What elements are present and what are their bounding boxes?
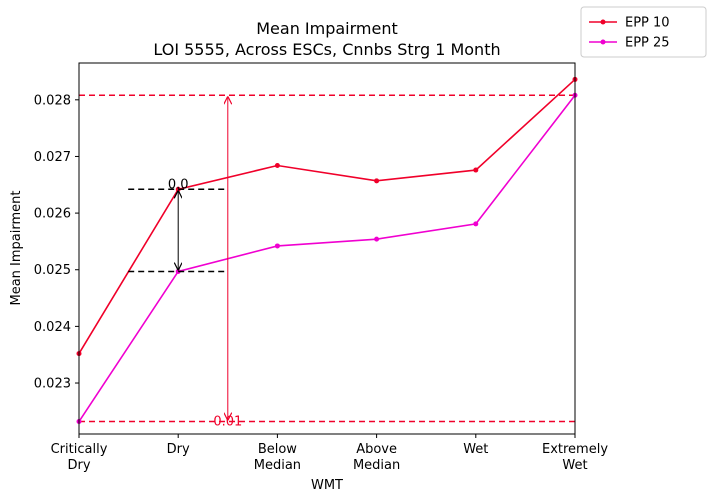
x-tick-label-line: Median [353, 458, 400, 473]
y-axis-ticks: 0.023 0.024 0.025 0.026 0.027 0.028 [34, 93, 79, 392]
x-tick-label-line: Dry [167, 442, 190, 457]
series-line [78, 78, 576, 354]
x-tick-label-line: Dry [67, 458, 90, 473]
plot-frame [78, 62, 576, 435]
x-tick-label: Above Median [353, 442, 400, 473]
x-tick-label-line: Critically [51, 442, 108, 457]
x-axis-label: WMT [311, 478, 343, 493]
series-line [78, 94, 576, 422]
x-tick-label: Below Median [254, 442, 301, 473]
data-point [473, 167, 479, 173]
annotation-layer: 0.0 0.01 [128, 96, 242, 430]
legend-marker [600, 39, 606, 45]
y-tick-label: 0.023 [34, 377, 71, 392]
y-tick-label: 0.027 [34, 150, 71, 165]
data-point [274, 243, 280, 249]
x-tick-label-line: Above [356, 442, 397, 457]
legend-label: EPP 25 [625, 36, 670, 51]
data-point [473, 221, 479, 227]
x-tick-label: Critically Dry [51, 442, 108, 473]
legend-marker [600, 19, 606, 25]
x-tick-label-line: Wet [463, 442, 488, 457]
legend-box [580, 6, 707, 58]
y-tick-label: 0.026 [34, 207, 71, 222]
y-tick-label: 0.025 [34, 263, 71, 278]
chart-title: Mean Impairment [256, 19, 398, 38]
series-layer [76, 76, 578, 425]
x-tick-label: Dry [167, 442, 190, 457]
legend-label: EPP 10 [625, 16, 670, 31]
y-tick-label: 0.024 [34, 320, 71, 335]
data-point [374, 236, 380, 242]
chart-subtitle: LOI 5555, Across ESCs, Cnnbs Strg 1 Mont… [153, 40, 500, 59]
data-point [374, 178, 380, 184]
range-label: 0.01 [213, 415, 242, 430]
gap-label: 0.0 [168, 177, 189, 192]
x-tick-label: Extremely Wet [542, 442, 608, 473]
data-point [274, 163, 280, 169]
y-tick-label: 0.028 [34, 93, 71, 108]
x-tick-label: Wet [463, 442, 488, 457]
x-tick-label-line: Wet [562, 458, 587, 473]
x-tick-label-line: Extremely [542, 442, 608, 457]
legend: EPP 10 EPP 25 [580, 6, 707, 58]
x-tick-label-line: Below [258, 442, 297, 457]
reference-lines [79, 94, 575, 423]
x-tick-label-line: Median [254, 458, 301, 473]
y-axis-label: Mean Impairment [9, 191, 24, 306]
